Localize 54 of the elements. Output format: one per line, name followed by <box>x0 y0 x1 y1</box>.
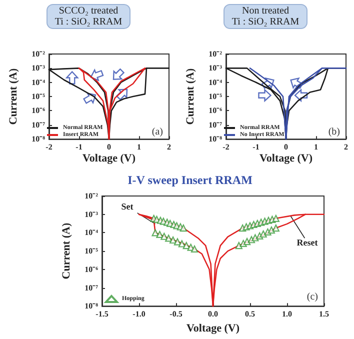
annotation: (c) <box>306 292 318 302</box>
annotation: (b) <box>328 126 340 138</box>
y-tick-label: 10⁻⁵ <box>32 92 46 102</box>
chart-subtitle: Ti : SiO₂ RRAM <box>54 16 122 28</box>
y-tick-label: 10⁻⁵ <box>208 92 223 102</box>
x-axis-title: Voltage (V) <box>82 152 136 165</box>
y-tick-label: 10⁻⁴ <box>32 78 46 87</box>
x-axis-title: Voltage (V) <box>186 322 240 334</box>
y-tick-label: 10⁻⁷ <box>84 283 99 292</box>
x-tick-label: 1 <box>137 142 141 152</box>
x-tick-label: -1 <box>252 142 260 152</box>
x-tick-label: -0.5 <box>170 310 182 319</box>
y-tick-label: 10⁻⁶ <box>32 106 46 116</box>
y-tick-label: 10⁻⁴ <box>84 228 99 238</box>
y-tick-label: 10⁻⁷ <box>32 120 46 130</box>
annotation: Reset <box>296 238 318 248</box>
x-tick-label: 0 <box>284 142 288 152</box>
x-tick-label: 1.5 <box>319 310 329 319</box>
y-tick-label: 10⁻² <box>84 192 99 200</box>
chart-subtitle: Ti : SiO₂ RRAM <box>232 16 300 28</box>
annotation: (a) <box>152 126 164 138</box>
x-tick-label: 2 <box>167 142 171 152</box>
x-tick-label: 0.5 <box>245 310 255 319</box>
x-axis-title: Voltage (V) <box>259 152 313 165</box>
y-axis-title: Current (A) <box>8 68 20 125</box>
chart-title: I-V sweep Insert RRAM <box>128 173 252 187</box>
x-tick-label: 0.0 <box>208 310 218 319</box>
y-tick-label: 10⁻⁵ <box>84 246 99 256</box>
y-tick-label: 10⁻⁸ <box>84 302 99 311</box>
x-tick-label: 1 <box>314 142 318 152</box>
y-tick-label: 10⁻² <box>32 50 46 58</box>
x-tick-label: -1.5 <box>96 310 108 319</box>
x-tick-label: 2 <box>344 142 348 152</box>
y-tick-label: 10⁻⁷ <box>208 120 223 130</box>
chart-title: Non treated <box>242 6 289 16</box>
x-tick-label: -1.0 <box>132 310 146 319</box>
x-tick-label: -1 <box>76 142 82 152</box>
x-tick-label: 1.0 <box>282 310 292 319</box>
y-tick-label: 10⁻⁸ <box>32 134 46 144</box>
x-tick-label: 0 <box>107 142 111 152</box>
y-tick-label: 10⁻⁶ <box>208 106 223 116</box>
y-tick-label: 10⁻² <box>208 50 223 58</box>
y-tick-label: 10⁻⁶ <box>84 264 99 274</box>
x-tick-label: -2 <box>222 142 230 152</box>
x-tick-label: -2 <box>46 142 52 152</box>
chart-title: SCCO₂ treated <box>58 6 118 16</box>
y-tick-label: 10⁻⁴ <box>208 78 223 87</box>
y-tick-label: 10⁻³ <box>32 64 46 73</box>
annotation: Set <box>121 201 134 212</box>
y-tick-label: 10⁻³ <box>208 64 223 73</box>
y-tick-label: 10⁻⁸ <box>208 134 223 144</box>
y-axis-title: Current (A) <box>184 68 196 125</box>
y-tick-label: 10⁻³ <box>84 210 99 219</box>
y-axis-title: Current (A) <box>60 222 72 280</box>
